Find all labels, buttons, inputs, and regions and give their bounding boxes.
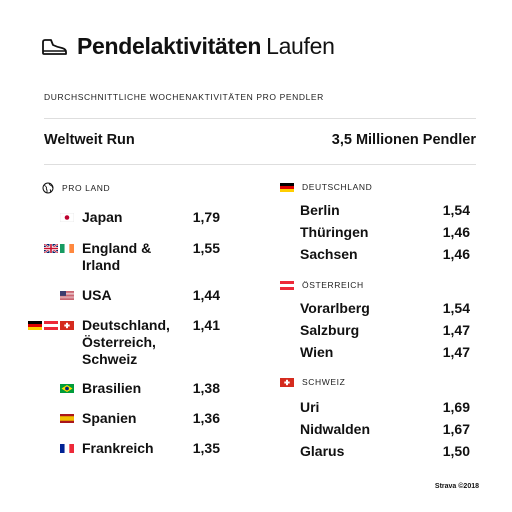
country-name: Deutschland, Österreich, Schweiz: [82, 317, 170, 368]
country-value: 1,44: [192, 287, 220, 303]
region-value: 1,46: [442, 224, 470, 240]
country-row: Brasilien 1,38: [60, 380, 222, 397]
region-value: 1,46: [442, 246, 470, 262]
region-value: 1,67: [442, 421, 470, 437]
region-name: Vorarlberg: [300, 300, 370, 316]
region-row: Thüringen 1,46: [300, 224, 472, 241]
country-name: Frankreich: [82, 440, 154, 457]
country-value: 1,35: [192, 440, 220, 456]
country-name-line: USA: [82, 287, 112, 303]
title-light: Laufen: [266, 33, 335, 59]
chart-subtitle: DURCHSCHNITTLICHE WOCHENAKTIVITÄTEN PRO …: [44, 92, 324, 102]
region-heading: DEUTSCHLAND: [280, 182, 372, 192]
region-value: 1,54: [442, 202, 470, 218]
country-flags: [60, 444, 74, 453]
region-value: 1,50: [442, 443, 470, 459]
country-name-line: Österreich,: [82, 334, 156, 350]
summary-count: 3,5 Millionen Pendler: [331, 132, 476, 148]
country-name: Brasilien: [82, 380, 141, 397]
country-name-line: England &: [82, 240, 152, 256]
region-heading-label: ÖSTERREICH: [302, 280, 364, 290]
flag-ch-icon: [280, 377, 294, 387]
country-value: 1,55: [192, 240, 220, 256]
chart-header: Pendelaktivitäten Laufen: [42, 33, 335, 60]
region-heading: ÖSTERREICH: [280, 280, 364, 290]
left-column-heading: PRO LAND: [42, 182, 110, 194]
country-row: Spanien 1,36: [60, 410, 222, 427]
region-heading: SCHWEIZ: [280, 377, 345, 387]
country-name-line: Frankreich: [82, 440, 154, 456]
divider-top: [44, 118, 476, 119]
country-name-line: Schweiz: [82, 351, 138, 367]
country-flags: [60, 384, 74, 393]
country-row: Deutschland, Österreich, Schweiz 1,41: [28, 317, 222, 368]
country-name: USA: [82, 287, 112, 304]
region-row: Nidwalden 1,67: [300, 421, 472, 438]
region-value: 1,54: [442, 300, 470, 316]
region-name: Uri: [300, 399, 320, 415]
region-value: 1,47: [442, 322, 470, 338]
region-row: Sachsen 1,46: [300, 246, 472, 263]
flag-br-icon: [60, 384, 74, 393]
region-name: Nidwalden: [300, 421, 371, 437]
flag-us-icon: [60, 291, 74, 300]
country-row: USA 1,44: [60, 287, 222, 304]
region-value: 1,69: [442, 399, 470, 415]
region-row: Uri 1,69: [300, 399, 472, 416]
region-value: 1,47: [442, 344, 470, 360]
region-name: Thüringen: [300, 224, 369, 240]
country-flags: [60, 291, 74, 300]
flag-ie-icon: [60, 244, 74, 253]
flag-at-icon: [44, 321, 58, 330]
region-name: Glarus: [300, 443, 345, 459]
country-name-line: Japan: [82, 209, 123, 225]
flag-ch-icon: [60, 321, 74, 330]
country-value: 1,41: [192, 317, 220, 333]
country-name-line: Irland: [82, 257, 121, 273]
country-value: 1,38: [192, 380, 220, 396]
country-name: England & Irland: [82, 240, 151, 274]
divider-bottom: [44, 164, 476, 165]
country-name: Spanien: [82, 410, 136, 427]
country-row: England & Irland 1,55: [44, 240, 222, 274]
region-row: Salzburg 1,47: [300, 322, 472, 339]
shoe-icon: [42, 38, 67, 55]
title-bold: Pendelaktivitäten: [77, 33, 262, 59]
footer-credit: Strava ©2018: [434, 483, 479, 490]
region-heading-label: DEUTSCHLAND: [302, 182, 373, 192]
country-value: 1,79: [192, 209, 220, 225]
flag-de-icon: [28, 321, 42, 330]
region-row: Vorarlberg 1,54: [300, 300, 472, 317]
country-row: Japan 1,79: [60, 209, 222, 226]
flag-de-icon: [280, 182, 294, 192]
country-name-line: Brasilien: [82, 380, 142, 396]
country-flags: [44, 244, 74, 253]
flag-gb-icon: [44, 244, 58, 253]
country-flags: [60, 213, 74, 222]
country-flags: [60, 414, 74, 423]
region-row: Berlin 1,54: [300, 202, 472, 219]
country-value: 1,36: [192, 410, 220, 426]
left-column-heading-label: PRO LAND: [62, 183, 111, 193]
country-row: Frankreich 1,35: [60, 440, 222, 457]
summary-label: Weltweit Run: [44, 132, 135, 148]
flag-es-icon: [60, 414, 74, 423]
flag-jp-icon: [60, 213, 74, 222]
country-name-line: Spanien: [82, 410, 137, 426]
region-name: Salzburg: [300, 322, 360, 338]
region-name: Sachsen: [300, 246, 358, 262]
region-name: Berlin: [300, 202, 340, 218]
region-name: Wien: [300, 344, 334, 360]
country-name: Japan: [82, 209, 122, 226]
region-row: Wien 1,47: [300, 344, 472, 361]
chart-title: Pendelaktivitäten Laufen: [77, 33, 335, 60]
flag-fr-icon: [60, 444, 74, 453]
region-row: Glarus 1,50: [300, 443, 472, 460]
region-heading-label: SCHWEIZ: [302, 377, 346, 387]
country-flags: [28, 321, 74, 330]
flag-at-icon: [280, 280, 294, 290]
globe-icon: [42, 182, 54, 194]
country-name-line: Deutschland,: [82, 317, 170, 333]
